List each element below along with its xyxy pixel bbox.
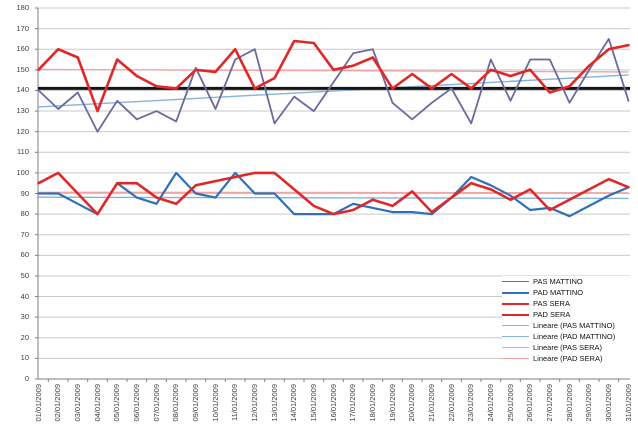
y-axis-label: 10 <box>20 353 29 363</box>
y-axis-label: 100 <box>16 167 29 177</box>
legend-item-label: PAD SERA <box>533 310 571 319</box>
x-axis-label: 11/01/2009 <box>230 384 240 421</box>
y-axis-label: 30 <box>20 312 29 322</box>
legend-item-label: PAS SERA <box>533 299 570 308</box>
series-line-pas-sera <box>37 39 630 113</box>
legend-swatch-lineare-pad-sera <box>502 358 529 359</box>
legend-item-label: Lineare (PAS SERA) <box>533 343 603 352</box>
x-axis-label: 12/01/2009 <box>249 384 259 422</box>
x-axis-label: 04/01/2009 <box>92 384 102 422</box>
legend: PAS MATTINO PAD MATTINO PAS SERA PAD SERA Li… <box>502 276 630 364</box>
x-axis-label: 28/01/2009 <box>564 384 574 422</box>
series-line-pad-mattino <box>37 171 630 218</box>
y-axis-label: 120 <box>16 126 29 136</box>
x-axis-label: 07/01/2009 <box>151 384 161 422</box>
x-axis-label: 31/01/2009 <box>623 384 633 422</box>
legend-item-label: PAS MATTINO <box>533 277 583 286</box>
x-axis-label: 17/01/2009 <box>348 384 358 422</box>
x-axis-label: 18/01/2009 <box>367 384 377 422</box>
y-axis-label: 0 <box>24 374 29 383</box>
y-axis-label: 160 <box>16 44 29 54</box>
x-axis-label: 02/01/2009 <box>53 384 63 422</box>
legend-item: PAD SERA <box>502 309 630 320</box>
x-axis-label: 24/01/2009 <box>485 384 495 422</box>
y-axis-label: 40 <box>20 291 29 301</box>
legend-item: PAS MATTINO <box>502 276 630 287</box>
x-axis-label: 25/01/2009 <box>505 384 515 422</box>
x-axis-label: 21/01/2009 <box>426 384 436 422</box>
x-axis-label: 05/01/2009 <box>112 384 122 422</box>
y-axis-label: 50 <box>20 270 29 280</box>
legend-item: Lineare (PAD SERA) <box>502 353 630 364</box>
x-axis-label: 16/01/2009 <box>328 384 338 422</box>
legend-swatch-lineare-pad-mattino <box>502 336 529 337</box>
x-axis-label: 26/01/2009 <box>525 384 535 422</box>
legend-item-label: Lineare (PAD MATTINO) <box>533 332 616 341</box>
x-axis-label: 10/01/2009 <box>210 384 220 422</box>
y-axis-label: 70 <box>20 229 29 239</box>
x-axis-label: 14/01/2009 <box>289 384 299 422</box>
x-axis-label: 13/01/2009 <box>269 384 279 422</box>
legend-swatch-pas-mattino <box>502 281 529 282</box>
x-axis-label: 29/01/2009 <box>584 384 594 422</box>
x-axis-label: 19/01/2009 <box>387 384 397 422</box>
x-axis-label: 08/01/2009 <box>171 384 181 422</box>
legend-swatch-lineare-pas-mattino <box>502 325 529 326</box>
y-axis-label: 20 <box>20 332 29 342</box>
x-axis-label: 15/01/2009 <box>308 384 318 422</box>
series-line-pas-mattino <box>37 38 630 133</box>
y-axis-label: 90 <box>20 188 29 198</box>
legend-item-label: Lineare (PAS MATTINO) <box>533 321 615 330</box>
legend-swatch-pas-sera <box>502 302 529 305</box>
x-axis-label: 23/01/2009 <box>466 384 476 422</box>
legend-swatch-lineare-pas-sera <box>502 347 529 348</box>
y-axis-label: 140 <box>16 85 29 95</box>
x-axis-label: 22/01/2009 <box>446 384 456 422</box>
legend-item: Lineare (PAS MATTINO) <box>502 320 630 331</box>
trend-line-lineare-pas-mattino <box>38 74 629 108</box>
y-axis-label: 130 <box>16 106 29 116</box>
y-axis-label: 80 <box>20 209 29 219</box>
x-axis-label: 06/01/2009 <box>131 384 141 422</box>
legend-swatch-pad-mattino <box>502 291 529 294</box>
x-axis-label: 01/01/2009 <box>33 384 43 422</box>
x-axis-label: 09/01/2009 <box>190 384 200 422</box>
x-axis-label: 20/01/2009 <box>407 384 417 422</box>
legend-item-label: Lineare (PAD SERA) <box>533 354 603 363</box>
legend-item-label: PAD MATTINO <box>533 288 584 297</box>
x-axis-label: 30/01/2009 <box>603 384 613 422</box>
y-axis-label: 110 <box>17 147 29 157</box>
legend-item: PAD MATTINO <box>502 287 630 298</box>
trend-line-lineare-pad-sera <box>38 191 629 194</box>
legend-item: Lineare (PAS SERA) <box>502 342 630 353</box>
x-axis-label: 27/01/2009 <box>544 384 554 422</box>
x-axis-label: 03/01/2009 <box>72 384 82 422</box>
y-axis-label: 170 <box>16 23 29 33</box>
legend-swatch-pad-sera <box>502 313 529 316</box>
y-axis-label: 180 <box>16 3 29 12</box>
legend-item: Lineare (PAD MATTINO) <box>502 331 630 342</box>
legend-item: PAS SERA <box>502 298 630 309</box>
series-line-pad-sera <box>37 171 630 216</box>
y-axis-label: 150 <box>16 64 29 74</box>
y-axis-label: 60 <box>20 250 29 260</box>
